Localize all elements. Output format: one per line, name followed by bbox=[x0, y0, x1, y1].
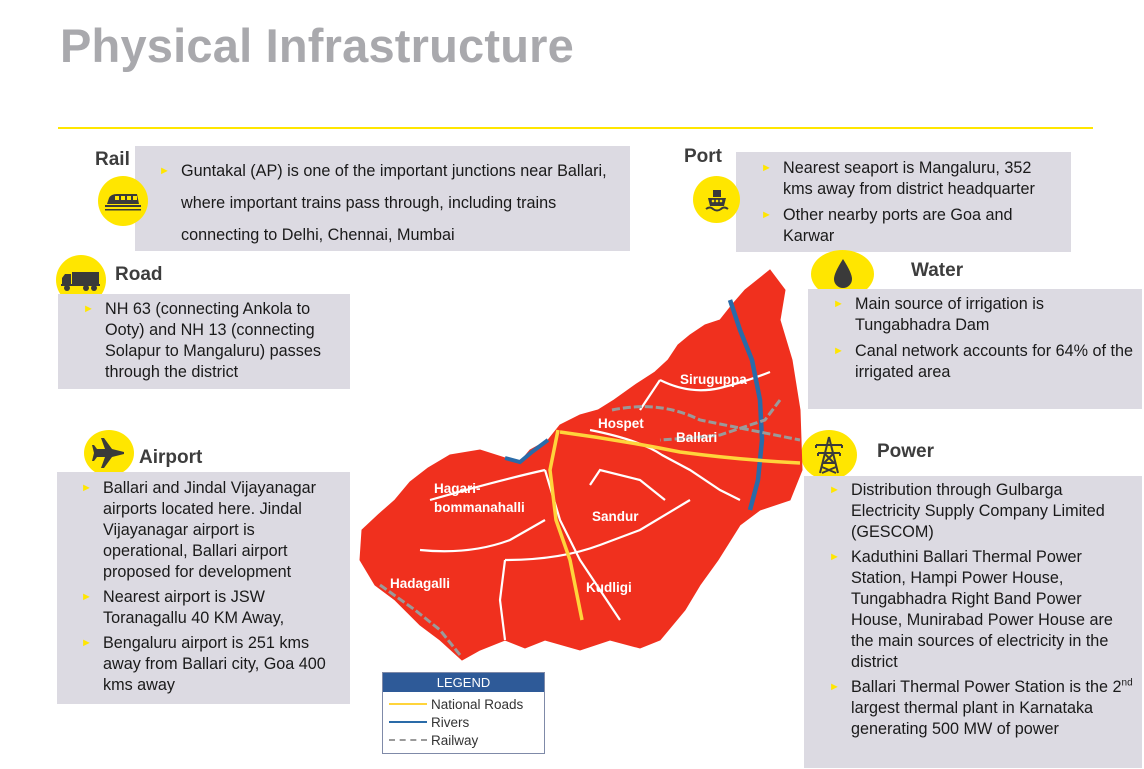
rail-bullet: ► Guntakal (AP) is one of the important j… bbox=[155, 155, 620, 251]
map-label-hospet: Hospet bbox=[598, 416, 644, 431]
ship-icon bbox=[693, 176, 740, 223]
port-heading: Port bbox=[684, 146, 722, 167]
map-label-hagari: Hagari- bbox=[434, 481, 481, 496]
power-tower-icon bbox=[801, 430, 857, 480]
map-label-ballari: Ballari bbox=[676, 430, 717, 445]
rail-heading: Rail bbox=[95, 149, 130, 170]
airport-bullets: ► Ballari and Jindal Vijayanagar airports… bbox=[77, 478, 342, 696]
bullet-arrow-icon: ► bbox=[829, 484, 840, 496]
bullet-arrow-icon: ► bbox=[833, 345, 844, 357]
map-label-bommanahalli: bommanahalli bbox=[434, 500, 525, 515]
port-bullet: ► Other nearby ports are Goa and Karwar bbox=[761, 206, 1013, 245]
power-bullet: ► Distribution through Gulbarga Electrici… bbox=[829, 481, 1105, 541]
bullet-arrow-icon: ► bbox=[81, 637, 92, 649]
legend-road-swatch bbox=[389, 703, 427, 705]
map-label-sandur: Sandur bbox=[592, 509, 639, 524]
bullet-arrow-icon: ► bbox=[159, 165, 170, 177]
road-heading: Road bbox=[115, 264, 163, 285]
legend-item-rivers: Rivers bbox=[383, 713, 544, 731]
port-box: ► Nearest seaport is Mangaluru, 352 kms a… bbox=[736, 152, 1071, 252]
legend-railway-swatch bbox=[389, 739, 427, 741]
district-map: Siruguppa Hospet Ballari Hagari- bommana… bbox=[359, 269, 803, 661]
river-line-west bbox=[504, 438, 550, 465]
map-label-siruguppa: Siruguppa bbox=[680, 372, 747, 387]
bullet-arrow-icon: ► bbox=[81, 591, 92, 603]
water-bullet: ► Main source of irrigation is Tungabhadr… bbox=[833, 295, 1044, 334]
road-bullet: ► NH 63 (connecting Ankola to Ooty) and N… bbox=[83, 300, 321, 381]
bullet-arrow-icon: ► bbox=[81, 482, 92, 494]
railway-line bbox=[379, 583, 462, 656]
railway-line bbox=[611, 405, 801, 442]
water-bullets: ► Main source of irrigation is Tungabhadr… bbox=[829, 294, 1134, 383]
train-icon bbox=[98, 176, 148, 226]
power-box: ► Distribution through Gulbarga Electrici… bbox=[804, 476, 1142, 768]
national-road-line bbox=[548, 429, 584, 621]
port-bullet: ► Nearest seaport is Mangaluru, 352 kms a… bbox=[761, 159, 1035, 198]
road-bullets: ► NH 63 (connecting Ankola to Ooty) and N… bbox=[79, 299, 342, 383]
road-box: ► NH 63 (connecting Ankola to Ooty) and N… bbox=[58, 294, 350, 389]
district-map-land bbox=[359, 269, 803, 661]
water-box: ► Main source of irrigation is Tungabhadr… bbox=[808, 289, 1142, 409]
bullet-arrow-icon: ► bbox=[829, 681, 840, 693]
power-bullet: ► Kaduthini Ballari Thermal Power Station… bbox=[829, 548, 1113, 671]
airport-bullet: ► Nearest airport is JSW Toranagallu 40 K… bbox=[81, 588, 285, 627]
page-title: Physical Infrastructure bbox=[60, 19, 574, 72]
railway-line bbox=[659, 399, 782, 442]
airport-bullet: ► Bengaluru airport is 251 kms away from … bbox=[81, 634, 326, 694]
map-label-hadagalli: Hadagalli bbox=[390, 576, 450, 591]
airport-bullet: ► Ballari and Jindal Vijayanagar airports… bbox=[81, 479, 316, 581]
legend-river-swatch bbox=[389, 721, 427, 723]
airplane-icon bbox=[84, 430, 134, 476]
title-divider bbox=[58, 127, 1093, 129]
water-bullet: ► Canal network accounts for 64% of the i… bbox=[833, 342, 1134, 381]
map-legend: LEGEND National Roads Rivers Railway bbox=[382, 672, 545, 754]
power-bullets: ► Distribution through Gulbarga Electrici… bbox=[825, 480, 1136, 740]
water-heading: Water bbox=[911, 260, 964, 281]
bullet-arrow-icon: ► bbox=[761, 209, 772, 221]
rail-box: ► Guntakal (AP) is one of the important j… bbox=[135, 146, 630, 251]
airport-heading: Airport bbox=[139, 447, 203, 468]
map-label-kudligi: Kudligi bbox=[586, 580, 632, 595]
bullet-arrow-icon: ► bbox=[761, 162, 772, 174]
power-heading: Power bbox=[877, 441, 935, 462]
legend-item-roads: National Roads bbox=[383, 695, 544, 713]
airport-box: ► Ballari and Jindal Vijayanagar airports… bbox=[57, 472, 350, 704]
rail-bullets: ► Guntakal (AP) is one of the important j… bbox=[155, 155, 620, 251]
bullet-arrow-icon: ► bbox=[829, 551, 840, 563]
bullet-arrow-icon: ► bbox=[833, 298, 844, 310]
national-road-line bbox=[559, 430, 801, 465]
bullet-arrow-icon: ► bbox=[83, 303, 94, 315]
river-line bbox=[727, 299, 765, 511]
legend-item-railway: Railway bbox=[383, 731, 544, 749]
power-bullet: ► Ballari Thermal Power Station is the 2n… bbox=[829, 677, 1133, 738]
port-bullets: ► Nearest seaport is Mangaluru, 352 kms a… bbox=[757, 158, 1063, 247]
legend-title: LEGEND bbox=[383, 673, 544, 692]
